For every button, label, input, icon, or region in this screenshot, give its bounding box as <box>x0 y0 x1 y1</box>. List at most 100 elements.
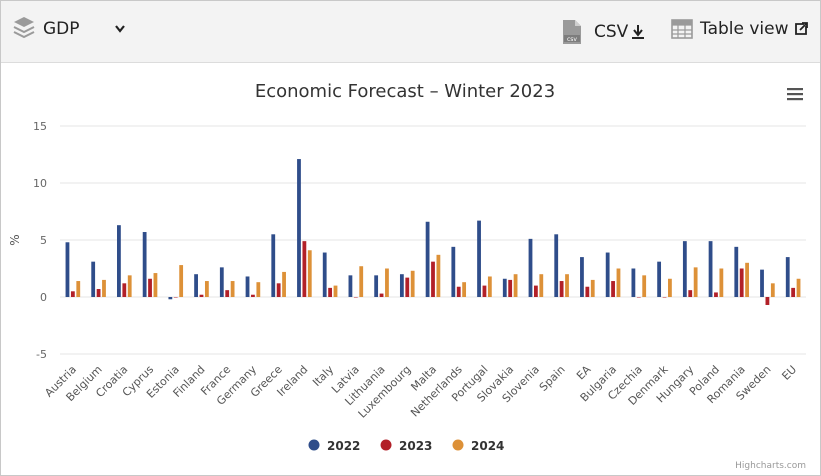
bar-2022-austria[interactable] <box>65 242 70 297</box>
bar-2023-netherlands[interactable] <box>456 286 461 297</box>
bar-2024-latvia[interactable] <box>359 266 364 297</box>
y-tick-label: 10 <box>33 177 47 190</box>
bar-2022-estonia[interactable] <box>168 297 173 300</box>
bar-2023-estonia[interactable] <box>173 297 178 298</box>
bar-2023-greece[interactable] <box>276 283 281 297</box>
bar-2023-austria[interactable] <box>70 291 75 297</box>
bar-2023-ea[interactable] <box>585 286 590 297</box>
bar-2022-lithuania[interactable] <box>374 275 379 297</box>
bar-2024-luxembourg[interactable] <box>410 270 415 297</box>
bar-2023-croatia[interactable] <box>122 283 127 297</box>
bar-2022-belgium[interactable] <box>91 261 96 297</box>
bar-2023-italy[interactable] <box>328 287 333 297</box>
bar-2022-slovakia[interactable] <box>502 278 507 297</box>
hamburger-menu-icon[interactable] <box>786 83 806 101</box>
bar-2022-slovenia[interactable] <box>528 238 533 297</box>
bar-2023-sweden[interactable] <box>765 297 770 305</box>
bar-2022-bulgaria[interactable] <box>605 252 610 297</box>
bar-2023-bulgaria[interactable] <box>611 281 615 297</box>
legend-label: 2024 <box>471 439 504 453</box>
legend-item-2024[interactable]: 2024 <box>452 439 505 453</box>
bar-2022-ea[interactable] <box>580 257 584 297</box>
bar-2024-greece[interactable] <box>282 271 286 297</box>
bar-2024-slovenia[interactable] <box>539 274 544 297</box>
bar-2022-italy[interactable] <box>322 252 327 297</box>
bar-2022-germany[interactable] <box>245 276 250 297</box>
bar-2024-belgium[interactable] <box>102 279 106 297</box>
credits-link[interactable]: Highcharts.com <box>735 461 806 471</box>
legend-item-2023[interactable]: 2023 <box>380 439 433 453</box>
bar-2022-finland[interactable] <box>194 274 198 297</box>
bar-2022-portugal[interactable] <box>477 220 481 297</box>
bar-2023-poland[interactable] <box>714 292 718 297</box>
bar-2024-romania[interactable] <box>745 262 749 297</box>
bar-2023-spain[interactable] <box>559 281 564 297</box>
bar-2023-slovenia[interactable] <box>533 285 538 297</box>
bar-2022-cyprus[interactable] <box>142 232 147 297</box>
bar-2024-portugal[interactable] <box>487 276 492 297</box>
bar-2023-eu[interactable] <box>791 287 796 297</box>
bar-2022-sweden[interactable] <box>760 269 764 297</box>
bar-2023-czechia[interactable] <box>636 297 641 298</box>
bar-2024-poland[interactable] <box>719 268 724 298</box>
bar-2024-czechia[interactable] <box>642 275 647 297</box>
bar-2023-slovakia[interactable] <box>508 279 513 297</box>
bar-2024-malta[interactable] <box>436 254 441 297</box>
bar-2024-eu[interactable] <box>796 278 801 297</box>
bar-2024-ireland[interactable] <box>307 250 312 297</box>
csv-download-button[interactable]: csv CSV <box>562 19 645 45</box>
bar-2024-sweden[interactable] <box>770 283 775 297</box>
bar-2024-austria[interactable] <box>76 281 81 297</box>
bar-2024-france[interactable] <box>230 281 235 297</box>
bar-2023-denmark[interactable] <box>662 297 667 298</box>
legend-item-2022[interactable]: 2022 <box>308 439 361 453</box>
bar-2024-italy[interactable] <box>333 285 338 297</box>
bar-2024-ea[interactable] <box>590 279 595 297</box>
bar-2023-malta[interactable] <box>431 261 435 297</box>
bar-2022-netherlands[interactable] <box>451 246 456 297</box>
bar-2024-cyprus[interactable] <box>153 273 158 297</box>
bar-2024-denmark[interactable] <box>668 278 672 297</box>
bar-2023-belgium[interactable] <box>96 289 101 297</box>
bar-2022-ireland[interactable] <box>297 159 301 297</box>
bar-2024-bulgaria[interactable] <box>616 268 621 298</box>
bar-2022-greece[interactable] <box>271 234 276 297</box>
bar-2024-spain[interactable] <box>565 274 569 297</box>
bar-2022-hungary[interactable] <box>682 241 687 297</box>
bar-2024-estonia[interactable] <box>179 265 184 297</box>
bar-2024-netherlands[interactable] <box>462 282 467 297</box>
bar-2024-finland[interactable] <box>204 281 209 297</box>
bar-2022-eu[interactable] <box>785 257 790 297</box>
bar-2024-germany[interactable] <box>256 282 261 297</box>
bar-2024-lithuania[interactable] <box>385 268 389 298</box>
bar-2022-denmark[interactable] <box>657 261 662 297</box>
bar-2022-france[interactable] <box>219 267 224 297</box>
bar-2024-slovakia[interactable] <box>513 274 518 297</box>
bar-2022-poland[interactable] <box>708 241 713 297</box>
bar-2023-luxembourg[interactable] <box>405 277 410 297</box>
bar-2022-luxembourg[interactable] <box>399 274 404 297</box>
bar-2023-romania[interactable] <box>739 268 744 298</box>
bar-2022-malta[interactable] <box>425 221 430 297</box>
bar-2023-hungary[interactable] <box>688 290 693 297</box>
bar-2022-romania[interactable] <box>734 246 739 297</box>
x-tick-label: Spain <box>537 363 568 394</box>
bar-2023-lithuania[interactable] <box>379 293 384 297</box>
bar-2022-croatia[interactable] <box>117 225 121 297</box>
bar-2023-ireland[interactable] <box>302 241 307 297</box>
bar-2022-czechia[interactable] <box>631 268 636 298</box>
chevron-down-icon <box>114 25 125 33</box>
bar-2023-finland[interactable] <box>199 294 204 297</box>
bar-2023-germany[interactable] <box>251 294 255 297</box>
bar-2023-france[interactable] <box>225 290 230 297</box>
chart-title: Economic Forecast – Winter 2023 <box>255 81 555 102</box>
bar-2024-croatia[interactable] <box>127 275 132 297</box>
bar-2023-portugal[interactable] <box>482 285 487 297</box>
bar-2023-cyprus[interactable] <box>148 278 152 297</box>
table-view-button[interactable]: Table view <box>671 19 808 39</box>
indicator-selector[interactable]: GDP <box>13 16 126 42</box>
bar-2024-hungary[interactable] <box>693 267 698 297</box>
bar-2022-spain[interactable] <box>554 234 559 297</box>
bar-2022-latvia[interactable] <box>348 275 353 297</box>
bar-2023-latvia[interactable] <box>353 297 358 298</box>
